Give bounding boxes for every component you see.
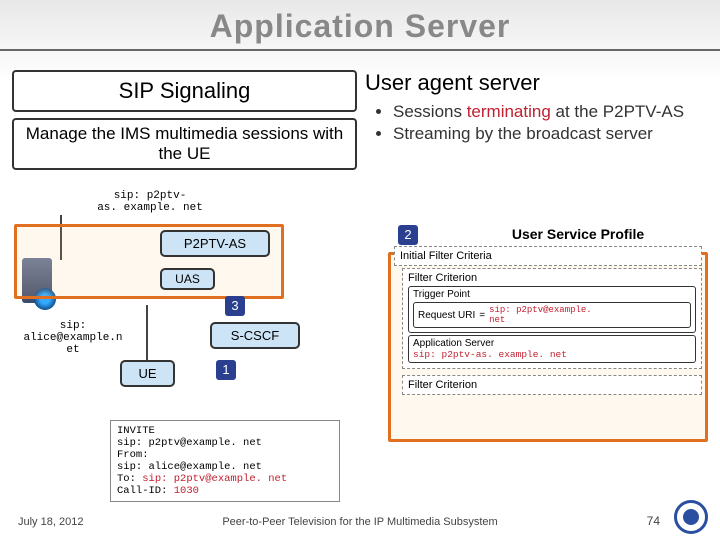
- bullet-list: Sessions terminating at the P2PTV-AS Str…: [393, 102, 710, 145]
- left-column: SIP Signaling Manage the IMS multimedia …: [12, 70, 357, 170]
- page-number: 74: [647, 514, 660, 528]
- rva: sip: p2ptv@example.: [489, 305, 592, 315]
- s-cscf-node: S-CSCF: [210, 322, 300, 349]
- ue-node: UE: [120, 360, 175, 387]
- p2ptv-as-node: P2PTV-AS: [160, 230, 270, 257]
- invite-to-val: sip: p2ptv@example. net: [142, 473, 287, 485]
- as-label: Application Server: [413, 338, 691, 349]
- req-val: sip: p2ptv@example.net: [489, 305, 592, 325]
- tp-label: Trigger Point: [413, 289, 691, 300]
- invite-to-label: To:: [117, 473, 142, 485]
- alice-l1: sip: alice@example.n: [23, 320, 122, 344]
- trigger-point-box: Trigger Point Request URI = sip: p2ptv@e…: [408, 286, 696, 333]
- bullet-2: Streaming by the broadcast server: [393, 124, 710, 144]
- fc-outer: Filter Criterion Trigger Point Request U…: [402, 268, 702, 369]
- b1a: Sessions: [393, 102, 467, 121]
- right-column: User agent server Sessions terminating a…: [365, 70, 710, 147]
- invite-line: sip: p2ptv@example. net: [117, 437, 333, 449]
- page-title: Application Server: [0, 0, 720, 45]
- invite-line: Call-ID: 1030: [117, 485, 333, 497]
- fc-label: Filter Criterion: [408, 272, 696, 284]
- sip-signaling-box: SIP Signaling: [12, 70, 357, 112]
- footer-text: Peer-to-Peer Television for the IP Multi…: [0, 516, 720, 528]
- req-label: Request URI: [418, 310, 475, 321]
- usp-panel: User Service Profile Initial Filter Crit…: [388, 222, 708, 397]
- sip-as-address: sip: p2ptv- as. example. net: [90, 190, 210, 214]
- eq-sign: =: [479, 310, 485, 321]
- step-badge-3: 3: [225, 296, 245, 316]
- divider: [0, 49, 720, 51]
- uas-heading: User agent server: [365, 70, 710, 96]
- badge-3-wrap: 3: [225, 296, 245, 316]
- invite-line: From:: [117, 449, 333, 461]
- alice-address: sip: alice@example.n et: [8, 320, 138, 356]
- fc2-box: Filter Criterion: [402, 375, 702, 395]
- invite-line: sip: alice@example. net: [117, 461, 333, 473]
- rvb: net: [489, 315, 505, 325]
- uas-node: UAS: [160, 268, 215, 290]
- connector-line-2: [146, 305, 148, 360]
- ifc-box: Initial Filter Criteria: [394, 246, 702, 266]
- invite-line: To: sip: p2ptv@example. net: [117, 473, 333, 485]
- invite-line: INVITE: [117, 425, 333, 437]
- invite-message-box: INVITE sip: p2ptv@example. net From: sip…: [110, 420, 340, 502]
- invite-callid-val: 1030: [174, 485, 199, 497]
- app-server-box: Application Server sip: p2ptv-as. exampl…: [408, 335, 696, 363]
- logo-inner: [683, 509, 699, 525]
- b1c: at the P2PTV-AS: [551, 102, 684, 121]
- b1b: terminating: [467, 102, 551, 121]
- as-val: sip: p2ptv-as. example. net: [413, 349, 691, 360]
- logo-icon: [674, 500, 708, 534]
- mgmt-box: Manage the IMS multimedia sessions with …: [12, 118, 357, 170]
- req-uri-row: Request URI = sip: p2ptv@example.net: [413, 302, 691, 328]
- step-badge-1: 1: [216, 360, 236, 380]
- bullet-1: Sessions terminating at the P2PTV-AS: [393, 102, 710, 122]
- invite-callid-label: Call-ID:: [117, 485, 174, 497]
- usp-title: User Service Profile: [448, 226, 708, 242]
- sip-as-addr-line1: sip: p2ptv-: [114, 190, 187, 202]
- sip-as-addr-line2: as. example. net: [97, 202, 203, 214]
- alice-l2: et: [66, 344, 79, 356]
- badge-1-wrap: 1: [216, 360, 236, 380]
